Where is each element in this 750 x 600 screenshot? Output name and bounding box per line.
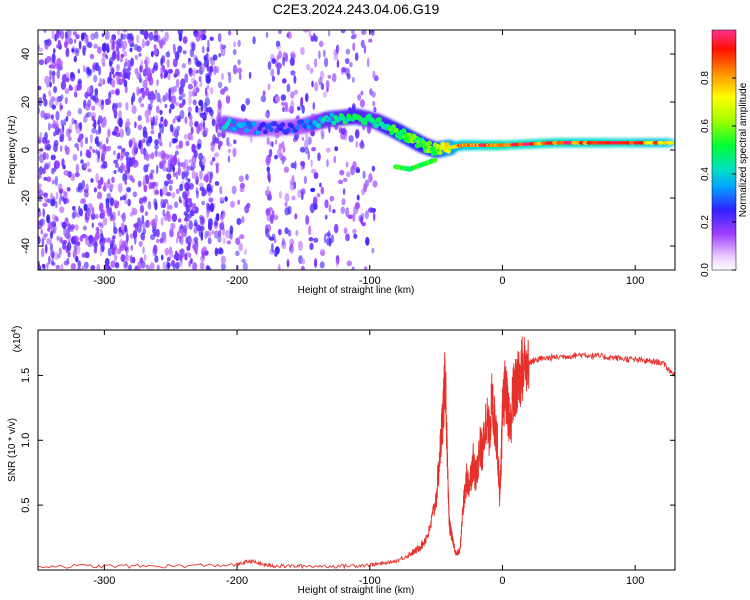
snr-x-tick-label: -100 (359, 575, 381, 587)
colorbar-label: Normalized spectral amplitude (738, 82, 749, 217)
figure-title: C2E3.2024.243.04.06.G19 (273, 1, 440, 17)
snr-frame (37, 329, 676, 571)
snr-line (38, 336, 675, 570)
spectrogram-x-tick-label: 0 (499, 275, 505, 287)
spectrogram-x-tick-label: 100 (626, 275, 644, 287)
snr-x-tick-label: -200 (226, 575, 248, 587)
spectrogram-x-axis-label: Height of straight line (km) (298, 285, 415, 296)
snr-y-tick-label: 0.5 (20, 497, 32, 512)
colorbar-tick-label: 0.8 (700, 71, 711, 85)
colorbar: 0.0 0.2 0.4 0.6 0.8 Normalized spectral ampl… (700, 29, 749, 277)
colorbar-gradient (711, 29, 737, 271)
snr-panel: -300 -200 -100 0 100 0.5 1.0 1.5 (x104) Height… (7, 326, 676, 596)
snr-y-tick-label: 1.5 (20, 368, 32, 383)
spectrogram-y-axis-label: Frequency (Hz) (7, 116, 18, 185)
snr-x-tick-label: -300 (93, 575, 115, 587)
snr-y-tick-label: 1.0 (20, 433, 32, 448)
colorbar-tick-label: 0.4 (700, 167, 711, 181)
colorbar-tick-label: 0.6 (700, 119, 711, 133)
snr-y-axis-label: SNR (10 * v/v) (7, 418, 18, 482)
spectrogram-lower-branch (393, 157, 438, 172)
spectrogram-y-tick-label: 20 (20, 96, 32, 108)
spectrogram-x-tick-label: -100 (359, 275, 381, 287)
spectrogram-y-tick-label: 0 (20, 147, 32, 153)
spectrogram-x-tick-label: -300 (93, 275, 115, 287)
spectrogram-y-tick-label: -40 (20, 238, 32, 254)
spectrogram-x-tick-label: -200 (226, 275, 248, 287)
spectrogram-y-tick-label: -20 (20, 190, 32, 206)
colorbar-tick-label: 0.0 (700, 263, 711, 277)
spectrogram-y-tick-label: 40 (20, 48, 32, 60)
spectrogram-ridge (221, 112, 674, 156)
snr-multiplier: (x104) (11, 326, 23, 353)
snr-x-tick-label: 0 (499, 575, 505, 587)
colorbar-tick-label: 0.2 (700, 215, 711, 229)
spectrogram-noise-texture (38, 30, 379, 270)
snr-x-tick-label: 100 (626, 575, 644, 587)
snr-x-axis-label: Height of straight line (km) (298, 585, 415, 596)
